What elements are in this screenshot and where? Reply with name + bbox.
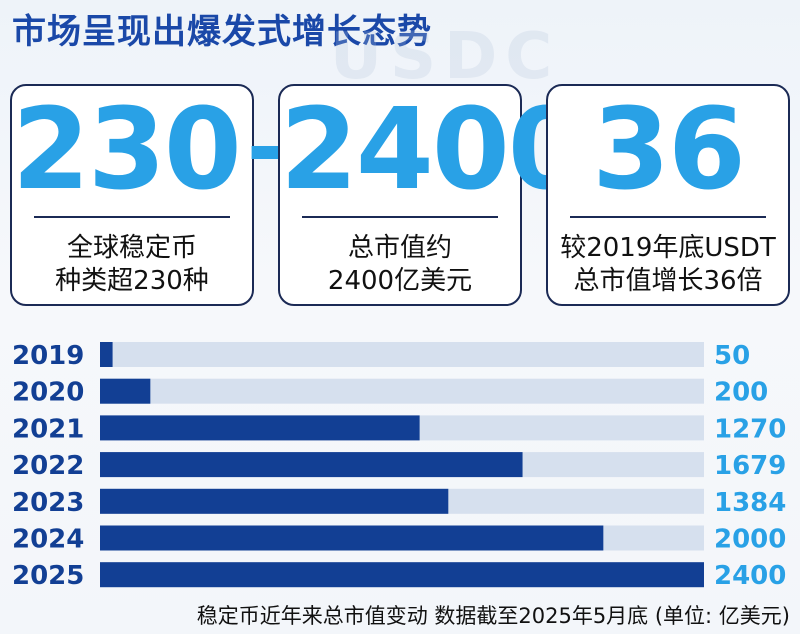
value-label: 1679	[714, 451, 786, 481]
bar-2021	[100, 415, 420, 441]
divider	[302, 216, 498, 218]
stat-description-line: 较2019年底USDT	[560, 233, 776, 263]
category-label: 2023	[12, 488, 84, 518]
bar-2022	[100, 452, 523, 478]
bar-track	[100, 342, 704, 367]
bar-2020	[100, 378, 151, 404]
stat-description-line: 2400亿美元	[327, 266, 473, 296]
watermark-text: USDC	[330, 20, 561, 94]
stat-card-types: 230+ 全球稳定币 种类超230种	[10, 84, 334, 306]
category-label: 2022	[12, 451, 84, 481]
value-label: 1384	[714, 488, 786, 518]
chart-footnote: 稳定币近年来总市值变动 数据截至2025年5月底 (单位: 亿美元)	[196, 604, 790, 628]
bar-2023	[100, 488, 449, 514]
divider	[34, 216, 230, 218]
bar-2025	[100, 562, 704, 588]
page-title: 市场呈现出爆发式增长态势	[12, 12, 432, 52]
stat-description-line: 种类超230种	[55, 266, 209, 296]
bar-2024	[100, 525, 604, 551]
category-label: 2024	[12, 525, 84, 555]
stat-card-growth: 36 较2019年底USDT 总市值增长36倍	[546, 84, 790, 306]
category-label: 2019	[12, 341, 84, 371]
stat-card-market-cap: 2400 总市值约 2400亿美元	[278, 84, 586, 306]
value-label: 2400	[714, 561, 786, 591]
value-label: 1270	[714, 414, 786, 444]
stat-description: 总市值约 2400亿美元	[286, 232, 514, 298]
value-label: 2000	[714, 525, 786, 555]
value-label: 50	[714, 341, 750, 371]
stat-description-line: 全球稳定币	[66, 233, 197, 263]
stat-description-line: 总市值增长36倍	[573, 266, 763, 296]
stat-value: 2400	[280, 85, 586, 215]
value-label: 200	[714, 378, 768, 408]
stat-value: 36	[592, 85, 746, 215]
category-label: 2020	[12, 378, 84, 408]
stat-description: 全球稳定币 种类超230种	[18, 232, 246, 298]
bar-track	[100, 378, 704, 404]
market-cap-bar-chart: 2019 50 2020 200 2021 1270 2022 1679 2023 1384 202…	[12, 341, 786, 591]
stat-description: 较2019年底USDT 总市值增长36倍	[554, 232, 782, 298]
stat-description-line: 总市值约	[347, 233, 452, 263]
divider	[570, 216, 766, 218]
category-label: 2021	[12, 414, 84, 444]
category-label: 2025	[12, 561, 84, 591]
bar-2019	[100, 342, 113, 367]
stat-value: 230+	[12, 85, 334, 215]
